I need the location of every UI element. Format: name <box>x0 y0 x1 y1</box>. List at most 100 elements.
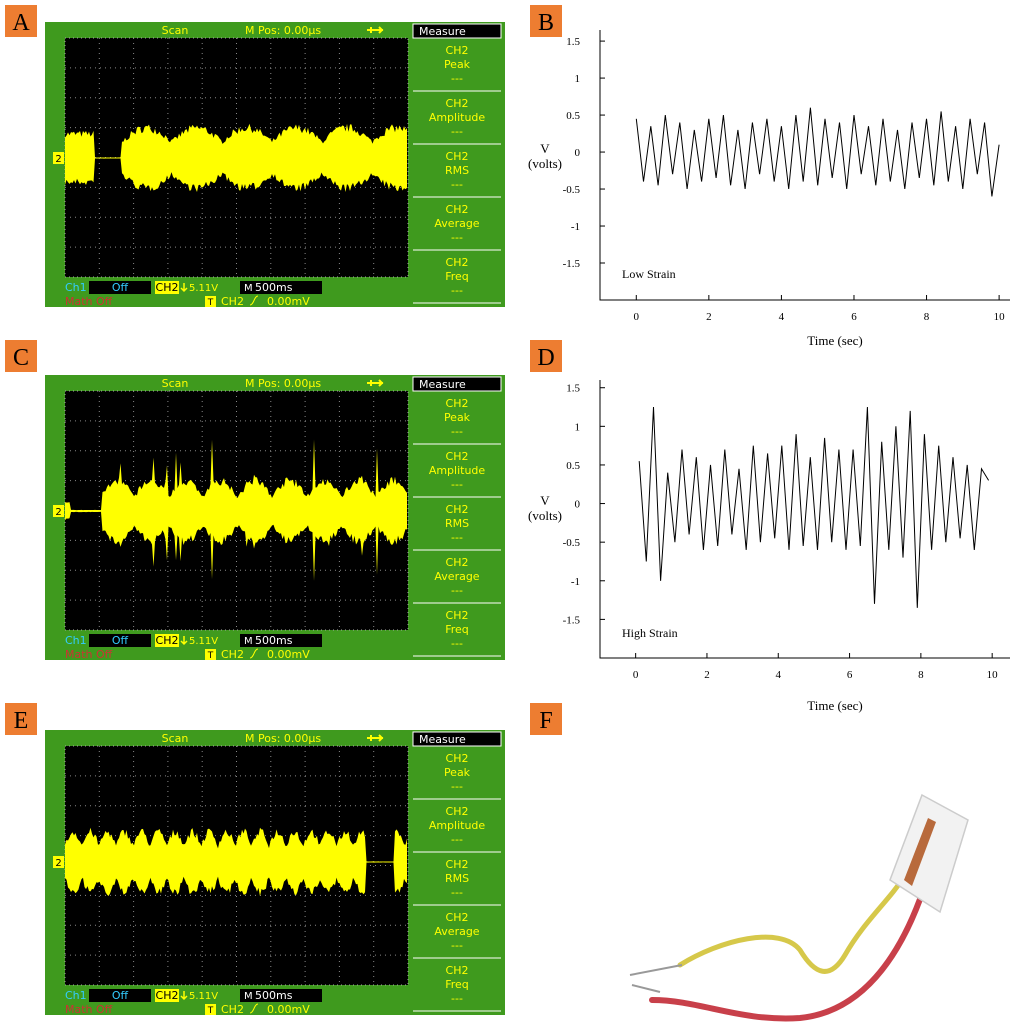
measure-channel: CH2 <box>446 150 469 163</box>
measure-value: --- <box>451 125 463 138</box>
scope-mode: Scan <box>162 732 189 745</box>
measure-name: Average <box>434 217 479 230</box>
timebase-box <box>240 634 322 647</box>
scope-mode: Scan <box>162 377 189 390</box>
measure-name: Freq <box>445 270 469 283</box>
coupling-icon <box>180 283 188 293</box>
x-axis-label: Time (sec) <box>807 333 863 348</box>
panel-label: A <box>12 10 30 36</box>
channel-marker-box <box>53 152 64 164</box>
scope-mpos: M Pos: 0.00µs <box>245 732 321 745</box>
panel-label: C <box>13 345 29 371</box>
menu-title: Measure <box>419 378 466 391</box>
measure-channel: CH2 <box>446 450 469 463</box>
measure-name: RMS <box>445 517 469 530</box>
scope-mpos: M Pos: 0.00µs <box>245 24 321 37</box>
panel-label: E <box>14 708 29 734</box>
line-chart: -1.5 -1 -0.5 0 0.5 1 1.5 0 2 4 6 8 10 Time (sec) V(vol… <box>528 30 1010 348</box>
measure-value: --- <box>451 72 463 85</box>
annotation: High Strain <box>622 626 678 640</box>
ch2-box <box>155 989 179 1002</box>
ch2-label: CH2 <box>156 989 179 1002</box>
channel-marker: 2 <box>55 858 61 869</box>
trigger-source: CH2 <box>221 1003 244 1016</box>
y-tick-label: -0.5 <box>563 184 581 196</box>
y-axis-label: (volts) <box>528 156 562 171</box>
y-tick-label: 1 <box>575 73 581 85</box>
x-tick-label: 8 <box>918 669 924 681</box>
measure-name: RMS <box>445 872 469 885</box>
x-tick-label: 8 <box>924 311 930 323</box>
y-tick-label: 0.5 <box>566 460 580 472</box>
trigger-level: 0.00mV <box>267 295 310 308</box>
measure-channel: CH2 <box>446 97 469 110</box>
math-label: Math Off <box>65 1003 113 1016</box>
x-tick-label: 10 <box>987 669 999 681</box>
trigger-edge <box>249 648 259 659</box>
timebase-prefix: M <box>244 283 253 294</box>
y-tick-label: -0.5 <box>563 537 581 549</box>
trigger-source: CH2 <box>221 295 244 308</box>
measure-value: --- <box>451 425 463 438</box>
trigger-box <box>205 649 216 660</box>
menu-title-box <box>412 731 502 747</box>
x-tick-label: 2 <box>706 311 712 323</box>
timebase-prefix: M <box>244 991 253 1002</box>
panel-label-box <box>5 703 37 735</box>
channel-marker-box <box>53 856 64 868</box>
panel-label-box <box>5 340 37 372</box>
scope-mode: Scan <box>162 24 189 37</box>
measure-channel: CH2 <box>446 556 469 569</box>
measure-value: --- <box>451 886 463 899</box>
panel-label-box <box>5 5 37 37</box>
measure-channel: CH2 <box>446 503 469 516</box>
sensor-photo <box>629 793 969 1022</box>
y-axis-label: V <box>540 141 550 156</box>
coupling-icon <box>180 991 188 1001</box>
ch1-label: Ch1 <box>65 634 87 647</box>
panel-label-box <box>530 5 562 37</box>
y-tick-label: 1.5 <box>566 36 580 48</box>
ch2-scale: 5.11V <box>189 991 218 1002</box>
trigger-label: T <box>207 298 214 308</box>
oscilloscope: Scan M Pos: 0.00µs2MeasureCH2Peak---CH2Am… <box>45 22 505 308</box>
waveform <box>65 827 407 897</box>
signal-line <box>638 406 990 608</box>
math-label: Math Off <box>65 648 113 661</box>
x-tick-label: 10 <box>994 311 1006 323</box>
axes <box>599 380 1010 659</box>
measure-value: --- <box>451 284 463 297</box>
signal-line <box>635 107 1000 197</box>
measure-value: --- <box>451 833 463 846</box>
measure-name: RMS <box>445 164 469 177</box>
ch2-scale: 5.11V <box>189 283 218 294</box>
x-tick-label: 6 <box>847 669 853 681</box>
menu-title-box <box>412 23 502 39</box>
y-tick-label: 0 <box>575 499 581 511</box>
oscilloscope: Scan M Pos: 0.00µs2MeasureCH2Peak---CH2Am… <box>45 375 505 661</box>
panel-label: D <box>537 345 554 371</box>
trigger-edge <box>249 295 259 306</box>
ch2-box <box>155 281 179 294</box>
usb-icon <box>367 379 384 387</box>
axes <box>599 30 1010 301</box>
y-tick-label: 0 <box>575 147 581 159</box>
coupling-icon <box>180 636 188 646</box>
measure-value: --- <box>451 780 463 793</box>
timebase: 500ms <box>255 281 293 294</box>
measure-name: Peak <box>444 411 471 424</box>
measure-value: --- <box>451 584 463 597</box>
channel-marker: 2 <box>55 154 61 165</box>
panel-label: B <box>538 10 554 36</box>
y-axis-label: V <box>540 493 550 508</box>
measure-value: --- <box>451 478 463 491</box>
measure-name: Average <box>434 570 479 583</box>
line-chart: -1.5 -1 -0.5 0 0.5 1 1.5 0 2 4 6 8 10 Time (sec) V(vol… <box>528 380 1010 713</box>
measure-value: --- <box>451 992 463 1005</box>
timebase-box <box>240 989 322 1002</box>
trigger-edge <box>249 1003 259 1014</box>
usb-icon <box>367 26 384 34</box>
measure-value: --- <box>451 531 463 544</box>
measure-channel: CH2 <box>446 805 469 818</box>
